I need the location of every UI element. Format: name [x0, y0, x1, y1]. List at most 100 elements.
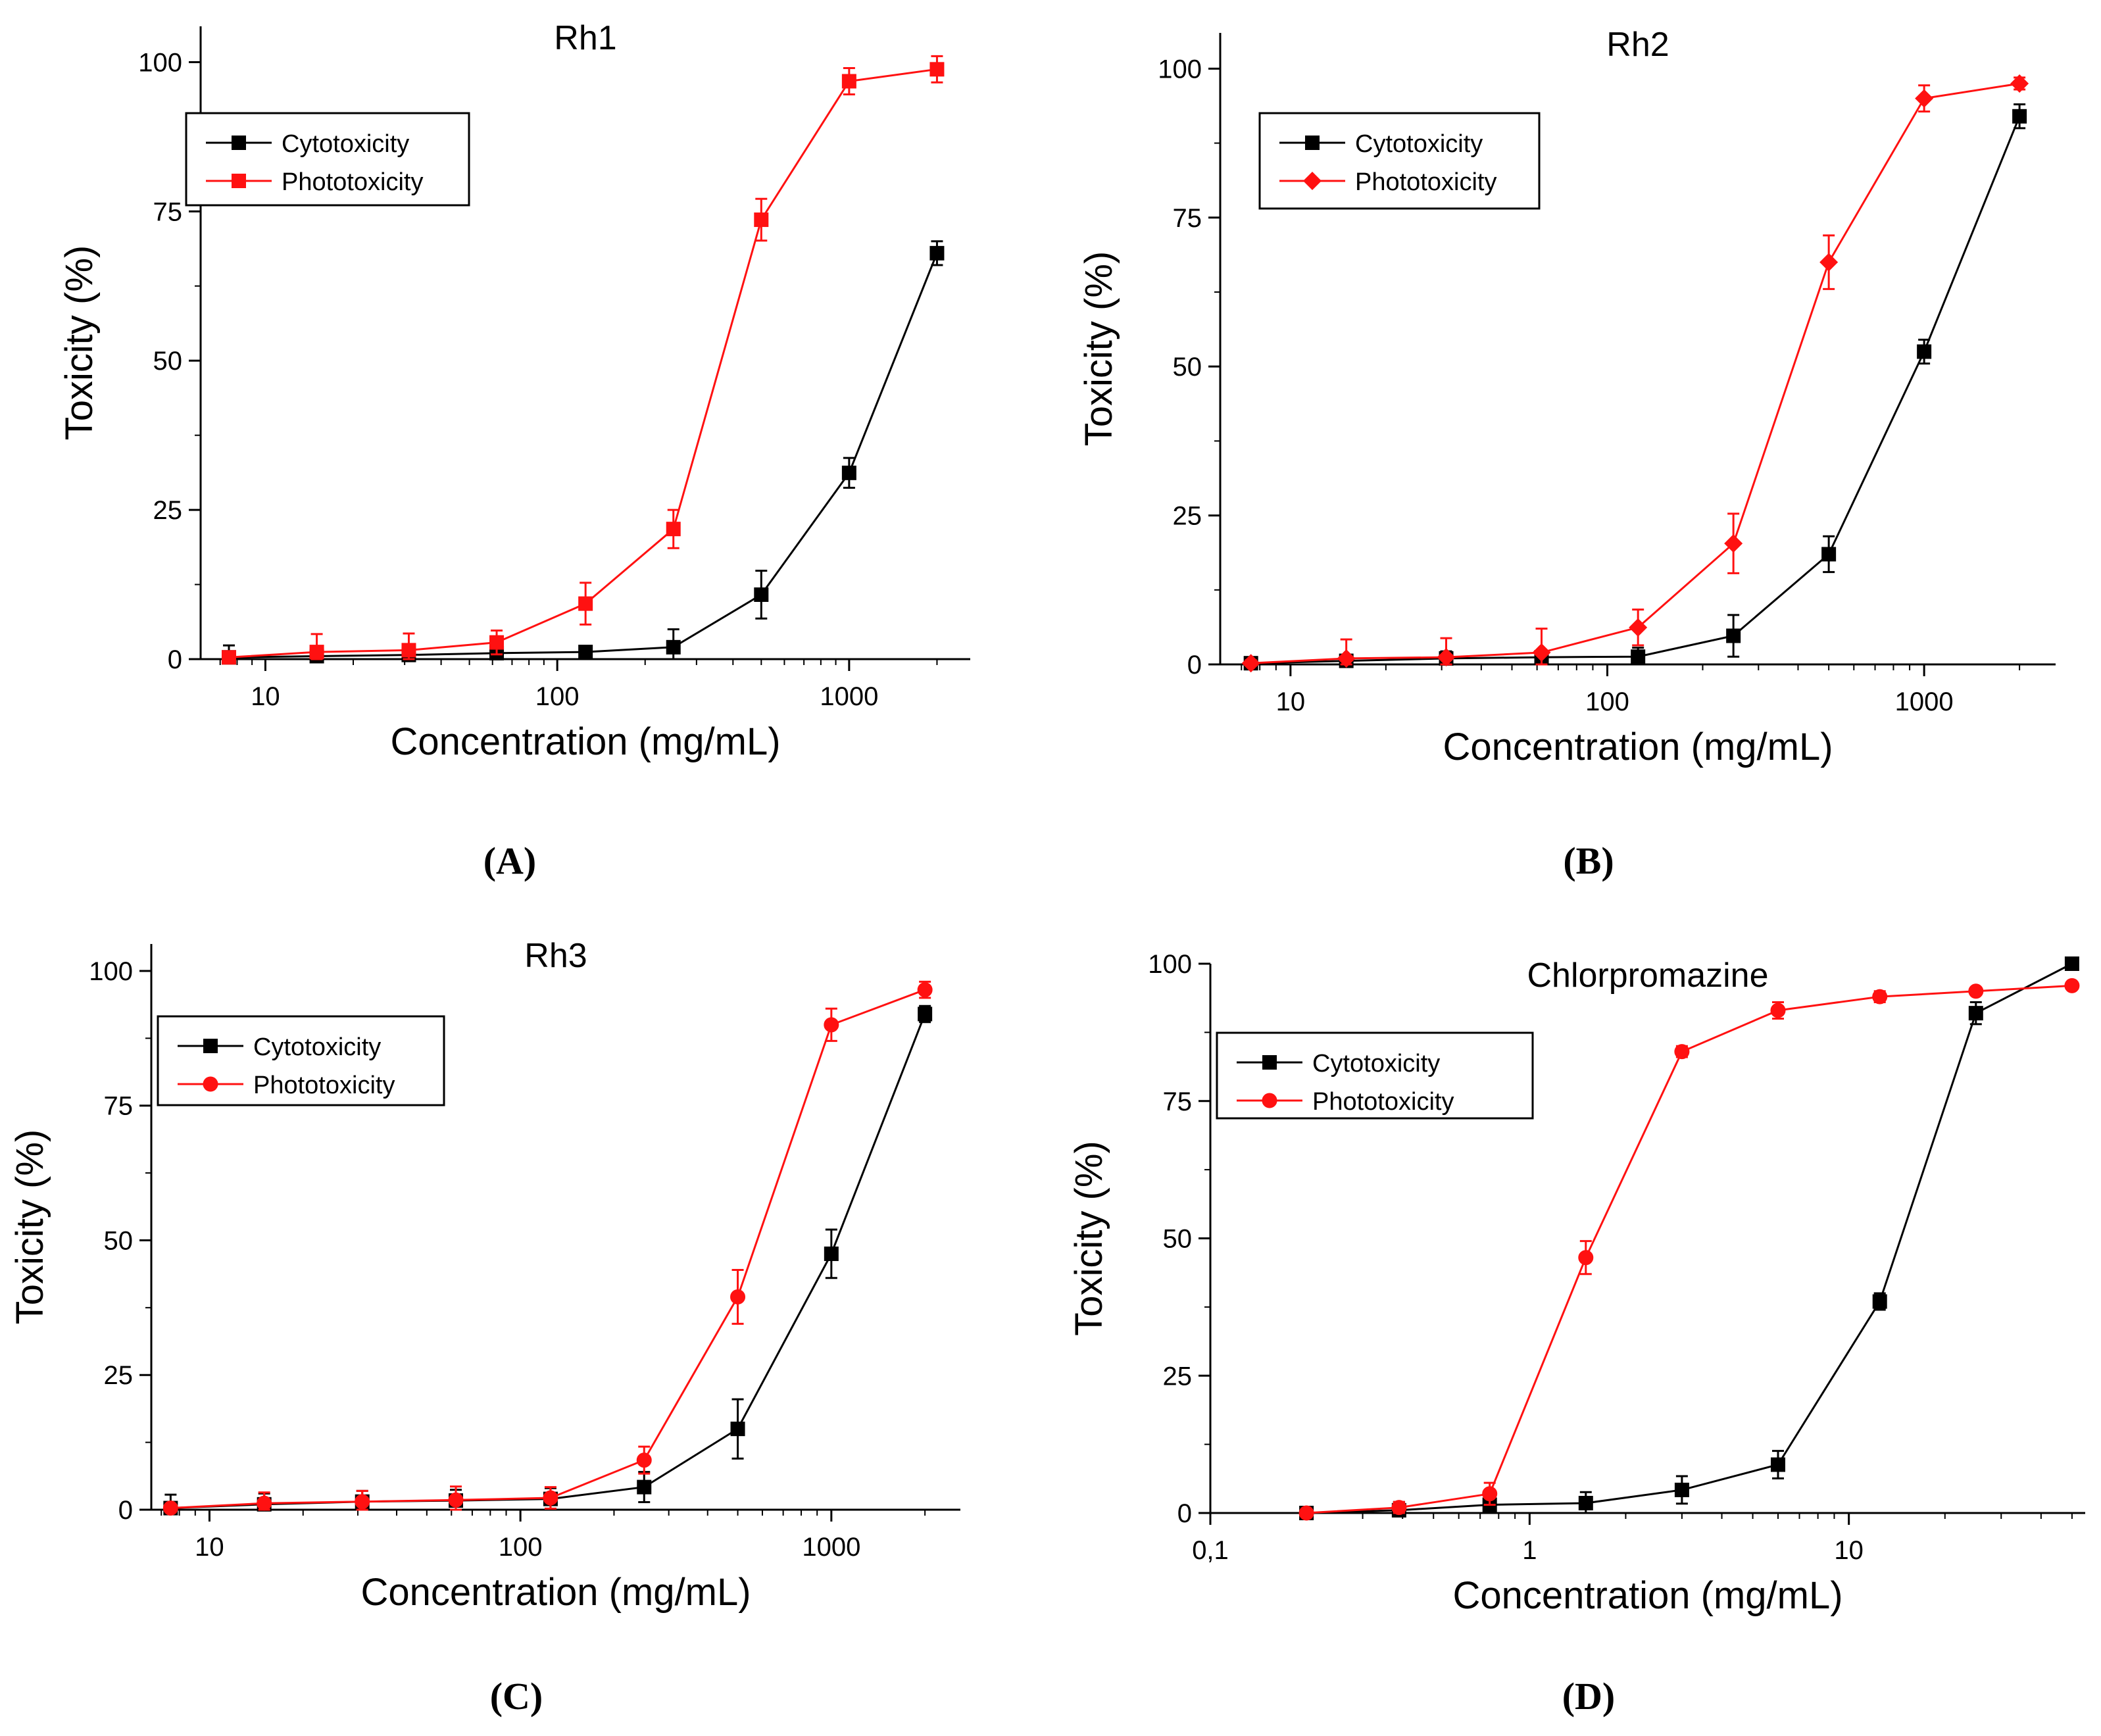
chart-1-phototoxicity-point: [401, 643, 416, 658]
chart-4-legend-phototoxicity-label: Phototoxicity: [1312, 1088, 1454, 1116]
chart-2-legend-cytotoxicity-marker: [1305, 136, 1320, 150]
chart-1-cytotoxicity-point: [666, 639, 681, 655]
chart-4-phototoxicity-point: [1391, 1500, 1407, 1516]
chart-3-legend-phototoxicity-marker: [203, 1076, 218, 1092]
chart-3-phototoxicity-point: [917, 982, 933, 998]
chart-4-y-tick-label: 100: [1148, 950, 1192, 979]
chart-4-phototoxicity-point: [2064, 978, 2080, 993]
panel-label-d: (D): [1562, 1675, 1616, 1718]
chart-1-phototoxicity-point: [666, 522, 681, 537]
chart-1-y-tick-label: 25: [153, 496, 183, 525]
chart-3-cytotoxicity-point: [918, 1006, 933, 1022]
chart-4-x-tick-label: 0,1: [1192, 1536, 1229, 1565]
chart-2-phototoxicity-point: [1532, 643, 1551, 662]
chart-4-phototoxicity-point: [1770, 1003, 1786, 1018]
chart-4-y-tick-label: 25: [1163, 1362, 1193, 1391]
chart-1-phototoxicity-point: [754, 212, 769, 228]
chart-4-cytotoxicity-point: [2064, 956, 2079, 971]
chart-2-x-axis-label: Concentration (mg/mL): [1443, 726, 1833, 768]
chart-4-phototoxicity-point: [1674, 1044, 1690, 1060]
chart-4-x-tick-label: 10: [1834, 1536, 1864, 1565]
chart-2-x-tick-label: 10: [1276, 687, 1306, 716]
chart-4-legend-cytotoxicity-marker: [1262, 1055, 1277, 1070]
chart-2-x-tick-label: 100: [1585, 687, 1629, 716]
chart-2-y-tick-label: 25: [1173, 502, 1202, 531]
chart-4-phototoxicity-point: [1578, 1250, 1594, 1266]
chart-4-phototoxicity-point: [1872, 989, 1888, 1004]
chart-3-y-tick-label: 25: [104, 1361, 134, 1390]
chart-2-cytotoxicity-point: [1917, 344, 1932, 359]
chart-3-x-axis-label: Concentration (mg/mL): [360, 1571, 751, 1614]
chart-4-legend-phototoxicity-marker: [1262, 1093, 1277, 1108]
chart-3-legend-phototoxicity-label: Phototoxicity: [253, 1072, 395, 1099]
chart-1-cytotoxicity-point: [578, 645, 593, 660]
chart-3-y-tick-label: 75: [104, 1092, 134, 1121]
chart-1-x-tick-label: 1000: [820, 682, 878, 711]
chart-1-x-tick-label: 10: [251, 682, 280, 711]
chart-3-x-tick-label: 1000: [802, 1533, 860, 1562]
chart-1-y-tick-label: 50: [153, 347, 183, 376]
chart-1-phototoxicity-point: [578, 596, 593, 611]
chart-3-cytotoxicity-point: [824, 1246, 839, 1261]
chart-3-x-tick-label: 100: [499, 1533, 543, 1562]
chart-1-y-tick-label: 75: [153, 197, 183, 226]
panel-label-b: (B): [1563, 839, 1614, 882]
chart-3-phototoxicity-point: [824, 1017, 839, 1033]
chart-2-phototoxicity-point: [1437, 648, 1456, 667]
chart-3-y-tick-label: 0: [118, 1496, 133, 1525]
chart-2-phototoxicity-point: [1629, 618, 1648, 637]
chart-1-x-tick-label: 100: [535, 682, 580, 711]
chart-4-phototoxicity-point: [1298, 1505, 1314, 1521]
chart-3-phototoxicity-point: [543, 1490, 558, 1506]
chart-3-x-tick-label: 10: [195, 1533, 224, 1562]
chart-2-x-tick-label: 1000: [1895, 687, 1954, 716]
chart-2-phototoxicity-point: [1819, 253, 1839, 272]
chart-4-x-axis-label: Concentration (mg/mL): [1452, 1574, 1842, 1617]
chart-2-legend: [1258, 112, 1541, 210]
chart-3-phototoxicity-point: [448, 1492, 464, 1508]
chart-1-legend-phototoxicity-marker: [232, 174, 246, 188]
chart-2-cytotoxicity-point: [1726, 628, 1741, 643]
chart-3-phototoxicity-point: [636, 1452, 652, 1468]
chart-3-phototoxicity-point: [730, 1289, 746, 1304]
chart-2-cytotoxicity-point: [1631, 649, 1646, 664]
chart-3-legend: [157, 1015, 445, 1106]
chart-4-y-tick-label: 75: [1163, 1087, 1193, 1116]
chart-4-cytotoxicity-point: [1674, 1482, 1689, 1497]
chart-2-cytotoxicity-point: [1821, 547, 1837, 562]
chart-1-phototoxicity-point: [929, 62, 945, 77]
chart-3-y-tick-label: 50: [104, 1226, 134, 1255]
chart-2-y-tick-label: 0: [1187, 651, 1202, 680]
chart-3-phototoxicity-point: [355, 1494, 370, 1510]
chart-1-phototoxicity-point: [841, 74, 856, 89]
chart-3-y-tick-label: 100: [89, 957, 133, 986]
chart-2-title: Rh2: [1606, 26, 1669, 64]
panel-label-a: (A): [483, 839, 537, 882]
chart-3-cytotoxicity-point: [637, 1479, 652, 1495]
chart-1-y-tick-label: 100: [138, 48, 182, 77]
chart-2-y-tick-label: 50: [1173, 353, 1202, 382]
chart-4-y-tick-label: 0: [1177, 1499, 1192, 1528]
chart-1-phototoxicity-point: [222, 650, 237, 665]
chart-4-y-axis-label: Toxicity (%): [1068, 1141, 1110, 1335]
chart-1-phototoxicity-point: [309, 645, 324, 660]
chart-2-y-axis-label: Toxicity (%): [1077, 251, 1120, 446]
chart-2-cytotoxicity-point: [2012, 109, 2027, 124]
chart-1-cytotoxicity-point: [754, 587, 769, 602]
chart-3-phototoxicity-point: [162, 1500, 178, 1516]
chart-2-legend-phototoxicity-label: Phototoxicity: [1355, 168, 1496, 196]
chart-3-legend-cytotoxicity-label: Cytotoxicity: [253, 1033, 381, 1061]
chart-2-phototoxicity-point: [1337, 649, 1356, 668]
chart-4-title: Chlorpromazine: [1527, 956, 1768, 995]
chart-1-x-axis-label: Concentration (mg/mL): [390, 720, 780, 763]
chart-3-y-axis-label: Toxicity (%): [9, 1129, 51, 1324]
chart-4-phototoxicity-point: [1968, 983, 1984, 999]
chart-1-phototoxicity-point: [489, 635, 505, 650]
chart-1-legend: [185, 112, 470, 207]
chart-1-y-axis-label: Toxicity (%): [58, 245, 101, 440]
chart-3-phototoxicity-point: [257, 1495, 272, 1511]
chart-3-legend-cytotoxicity-marker: [203, 1039, 218, 1053]
chart-3-title: Rh3: [524, 937, 587, 975]
chart-1-y-tick-label: 0: [168, 645, 182, 674]
